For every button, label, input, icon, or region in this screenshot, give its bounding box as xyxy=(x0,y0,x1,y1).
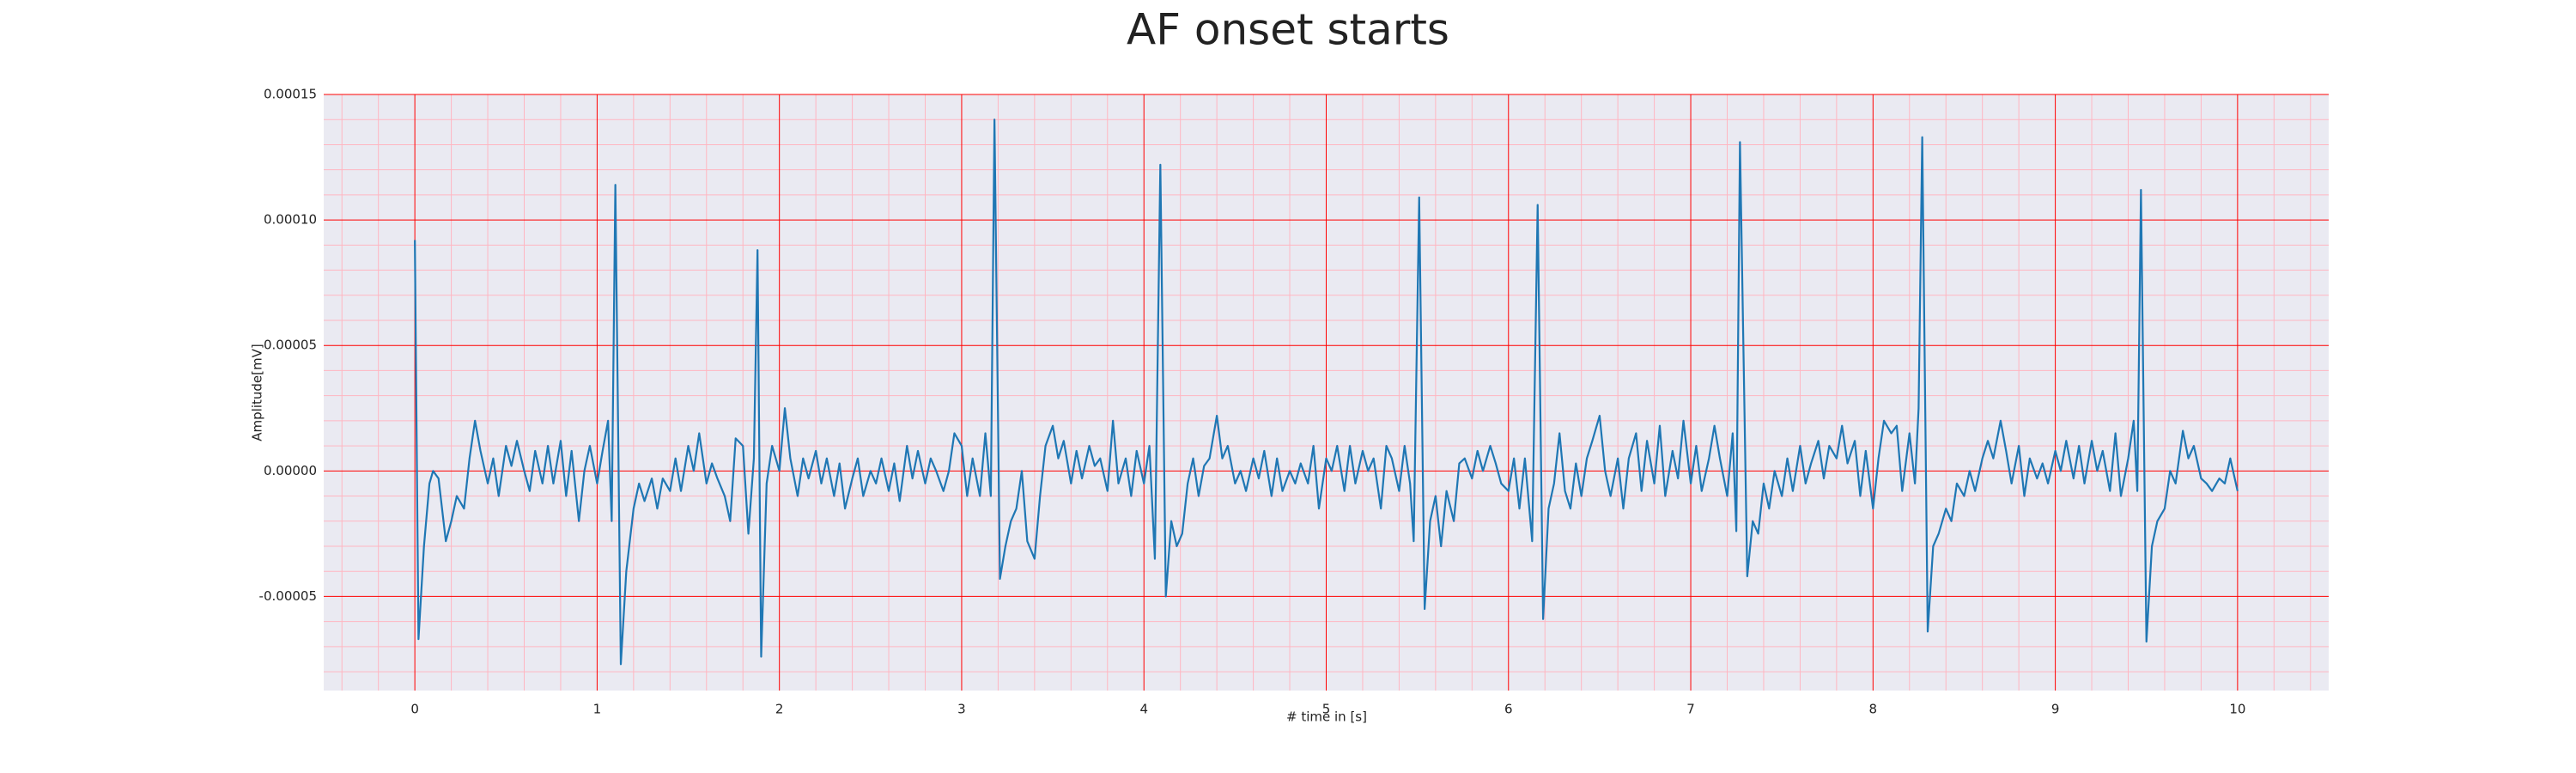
y-axis-label: Amplitude[mV] xyxy=(250,344,265,441)
x-tick-label: 5 xyxy=(1322,702,1331,717)
x-tick-label: 4 xyxy=(1139,702,1148,717)
y-tick-label: 0.00015 xyxy=(264,87,317,102)
x-tick-label: 1 xyxy=(593,702,602,717)
y-tick-label: 0.00005 xyxy=(264,338,317,353)
chart-title: AF onset starts xyxy=(1127,5,1449,55)
x-tick-label: 0 xyxy=(410,702,419,717)
x-tick-label: 3 xyxy=(957,702,966,717)
x-tick-label: 6 xyxy=(1504,702,1513,717)
x-tick-label: 9 xyxy=(2051,702,2060,717)
signal-line xyxy=(414,119,2239,666)
y-tick-label: -0.00005 xyxy=(259,588,317,604)
x-tick-label: 2 xyxy=(775,702,784,717)
x-tick-label: 7 xyxy=(1686,702,1695,717)
x-tick-label: 10 xyxy=(2229,702,2245,717)
y-tick-label: 0.00010 xyxy=(264,212,317,228)
x-tick-label: 8 xyxy=(1869,702,1878,717)
x-axis-label: # time in [s] xyxy=(1286,709,1367,725)
y-tick-label: 0.00000 xyxy=(264,463,317,478)
